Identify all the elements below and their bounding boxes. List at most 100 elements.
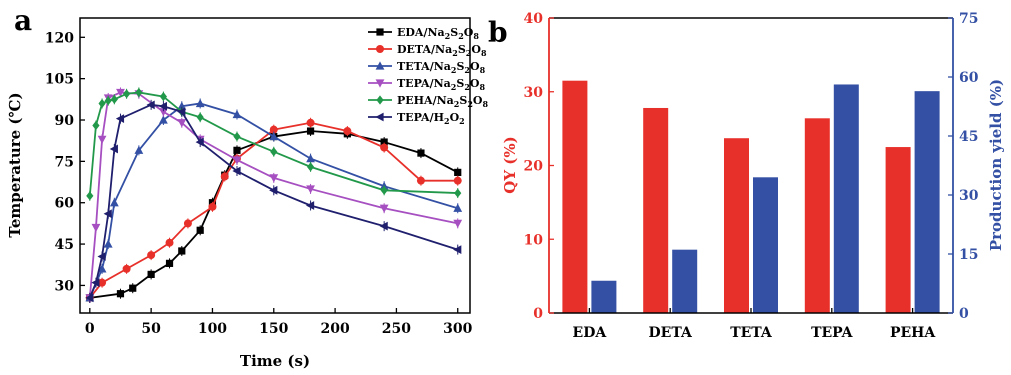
- chart-b-left-tick-label: 0: [533, 306, 543, 322]
- chart-a-data-point: [343, 127, 352, 136]
- chart-a-y-tick-label: 60: [55, 196, 75, 212]
- chart-a-data-point: [165, 259, 174, 267]
- chart-a-data-point: [454, 168, 462, 176]
- chart-a-data-point: [306, 185, 315, 194]
- chart-a-data-point: [97, 135, 107, 144]
- chart-a-data-point: [379, 204, 389, 213]
- legend-label: TETA/Na2​S2​O8​: [397, 60, 486, 75]
- qy-yield-bar-chart: EDA DETA TETA TEPA PEHA 0 10 20 30 40 0 15 30 45 60 75: [524, 11, 979, 341]
- chart-a-y-tick-label: 30: [55, 278, 75, 294]
- chart-a-y-tick-label: 120: [45, 30, 74, 46]
- chart-a-y-tick-label: 105: [45, 72, 74, 88]
- chart-a-x-tick-label: 200: [320, 321, 349, 337]
- chart-b-right-tick-label: 30: [959, 188, 979, 204]
- chart-a-data-point: [86, 191, 94, 201]
- chart-a-data-point: [453, 245, 462, 254]
- chart-a-data-point: [98, 278, 107, 287]
- chart-a-data-point: [380, 185, 388, 195]
- chart-a-data-point: [97, 252, 106, 261]
- legend-marker: [376, 45, 384, 53]
- chart-a-data-point: [305, 201, 315, 210]
- chart-a-x-axis-title: Time (s): [240, 352, 310, 370]
- chart-a-data-point: [110, 94, 118, 104]
- chart-a-data-point: [177, 107, 186, 117]
- chart-a-x-tick-label: 300: [443, 321, 472, 337]
- legend-label: EDA/Na2​S2​O8​: [397, 26, 479, 41]
- chart-a-data-point: [196, 226, 204, 234]
- chart-a-data-point: [269, 174, 279, 183]
- chart-a-data-point: [92, 120, 100, 131]
- chart-a-data-point: [380, 143, 389, 152]
- qy-bar: [562, 80, 588, 313]
- chart-a-data-point: [115, 114, 125, 124]
- yield-bar: [753, 177, 778, 313]
- qy-bar: [724, 138, 749, 313]
- chart-a-plot-frame: [79, 17, 471, 314]
- chart-a-y-tick-label: 75: [55, 154, 74, 170]
- chart-a-data-point: [417, 149, 425, 157]
- chart-a-data-point: [232, 109, 242, 119]
- chart-a-data-point: [183, 219, 192, 228]
- chart-a-data-point: [306, 154, 315, 163]
- legend-marker: [375, 61, 385, 70]
- chart-a-data-point: [270, 147, 278, 157]
- chart-a-data-point: [147, 270, 155, 279]
- chart-a-data-point: [269, 125, 278, 134]
- chart-a-data-point: [208, 202, 217, 211]
- chart-a-data-point: [453, 203, 463, 212]
- chart-b-right-tick-label: 60: [959, 70, 979, 86]
- chart-a-data-point: [232, 166, 241, 176]
- chart-a-data-point: [220, 172, 229, 181]
- chart-a-data-point: [98, 98, 106, 109]
- chart-a-data-point: [379, 221, 388, 231]
- chart-b-right-tick-label: 15: [959, 247, 978, 263]
- chart-a-data-point: [158, 115, 168, 124]
- chart-a-y-tick-label: 90: [55, 113, 75, 129]
- chart-a-data-point: [85, 293, 94, 303]
- legend-label: TEPA/Na2​S2​O8​: [397, 77, 485, 92]
- chart-b-category-label: EDA: [573, 325, 608, 341]
- chart-b-right-axis-title: Production yield (%): [987, 79, 1005, 251]
- legend-label: TEPA/H2​O2​: [397, 111, 465, 126]
- chart-b-category-label: DETA: [649, 325, 693, 341]
- chart-a-data-point: [453, 176, 462, 185]
- chart-a-y-tick-label: 45: [55, 237, 74, 253]
- chart-b-right-tick-label: 75: [959, 11, 978, 27]
- yield-bar: [914, 91, 940, 313]
- chart-a-data-point: [195, 137, 204, 147]
- chart-a-data-point: [129, 284, 137, 292]
- chart-a-data-point: [177, 119, 187, 128]
- chart-a-data-point: [454, 188, 462, 198]
- chart-a-data-point: [195, 98, 205, 108]
- chart-a-data-point: [306, 127, 315, 135]
- qy-bar: [643, 107, 669, 313]
- yield-bar: [591, 280, 617, 313]
- chart-a-data-point: [97, 264, 107, 273]
- chart-a-series-line: [89, 130, 459, 299]
- chart-a-data-point: [306, 118, 315, 127]
- chart-b-category-label: TEPA: [811, 325, 854, 341]
- panel-label-b: b: [488, 16, 508, 49]
- chart-a-data-point: [416, 176, 425, 185]
- chart-a-x-tick-label: 0: [85, 321, 95, 337]
- chart-a-data-point: [177, 101, 187, 110]
- chart-b-category-label: TETA: [730, 325, 773, 341]
- chart-a-data-point: [91, 223, 101, 233]
- chart-b-category-label: PEHA: [890, 325, 936, 341]
- chart-a-data-point: [104, 96, 112, 106]
- chart-b-left-axis-title: QY (%): [501, 136, 519, 193]
- chart-b-left-tick-label: 10: [524, 232, 544, 248]
- chart-a-data-point: [232, 156, 242, 165]
- chart-b-right-tick-label: 0: [959, 306, 969, 322]
- chart-a-data-point: [158, 101, 167, 111]
- legend-marker: [376, 28, 384, 36]
- chart-a-data-point: [453, 219, 463, 228]
- chart-a-data-point: [123, 89, 131, 99]
- chart-a-data-point: [91, 278, 100, 288]
- chart-a-data-point: [159, 91, 167, 102]
- chart-a-data-point: [158, 108, 168, 117]
- chart-a-data-point: [178, 247, 186, 255]
- panel-label-a: a: [14, 4, 32, 37]
- legend-marker: [375, 112, 384, 122]
